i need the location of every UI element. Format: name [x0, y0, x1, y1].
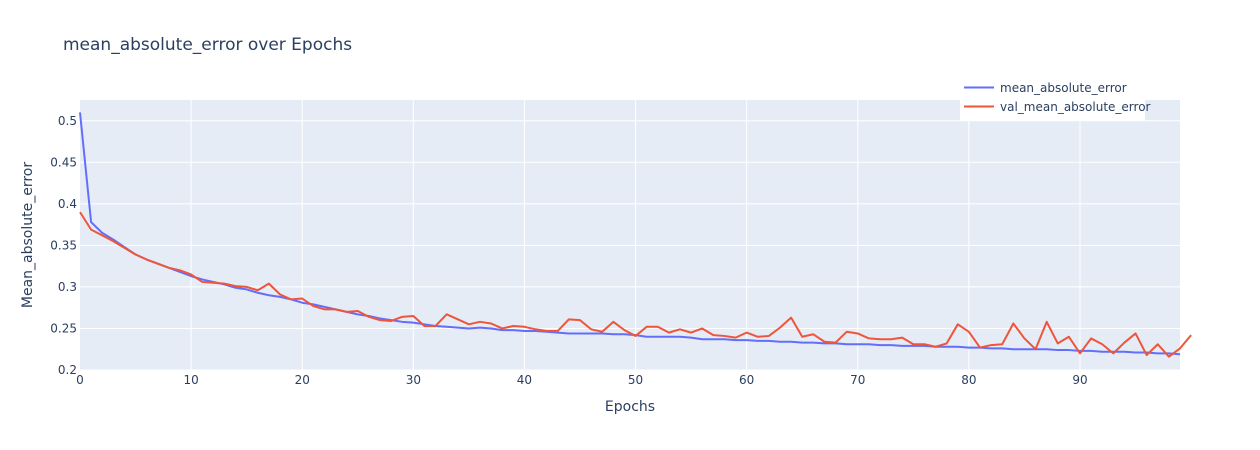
y-tick-label: 0.2: [58, 363, 77, 377]
y-tick-label: 0.35: [50, 238, 77, 252]
chart-title: mean_absolute_error over Epochs: [63, 35, 352, 55]
legend-background: [960, 77, 1145, 121]
series-lines: [79, 112, 1192, 358]
y-tick-labels: 0.2 0.25 0.3 0.35 0.4 0.45 0.5: [50, 114, 77, 377]
x-tick-label: 20: [295, 373, 310, 387]
x-tick-label: 50: [628, 373, 643, 387]
x-tick-label: 10: [183, 373, 198, 387]
y-axis-title: Mean_absolute_error: [20, 162, 36, 308]
legend-item-val[interactable]: val_mean_absolute_error: [964, 100, 1151, 114]
x-tick-label: 60: [739, 373, 754, 387]
y-tick-label: 0.4: [58, 197, 77, 211]
legend-item-train[interactable]: mean_absolute_error: [964, 81, 1127, 95]
x-tick-label: 80: [961, 373, 976, 387]
y-tick-label: 0.45: [50, 155, 77, 169]
plot-area: [80, 100, 1180, 370]
y-tick-label: 0.5: [58, 114, 77, 128]
x-tick-label: 40: [517, 373, 532, 387]
x-tick-label: 30: [406, 373, 421, 387]
series-line-mean-absolute-error: [79, 112, 1181, 356]
x-tick-labels: 0 10 20 30 40 50 60 70 80 90: [76, 373, 1087, 387]
x-gridlines: [190, 100, 1081, 370]
y-tick-label: 0.3: [58, 280, 77, 294]
x-tick-label: 90: [1072, 373, 1087, 387]
legend-label-val: val_mean_absolute_error: [1000, 100, 1151, 114]
x-tick-label: 0: [76, 373, 84, 387]
legend-label-train: mean_absolute_error: [1000, 81, 1127, 95]
x-axis-title: Epochs: [605, 399, 655, 415]
y-tick-label: 0.25: [50, 321, 77, 335]
legend[interactable]: mean_absolute_error val_mean_absolute_er…: [960, 77, 1151, 121]
series-line-val-mean-absolute-error: [79, 211, 1192, 358]
x-tick-label: 70: [850, 373, 865, 387]
